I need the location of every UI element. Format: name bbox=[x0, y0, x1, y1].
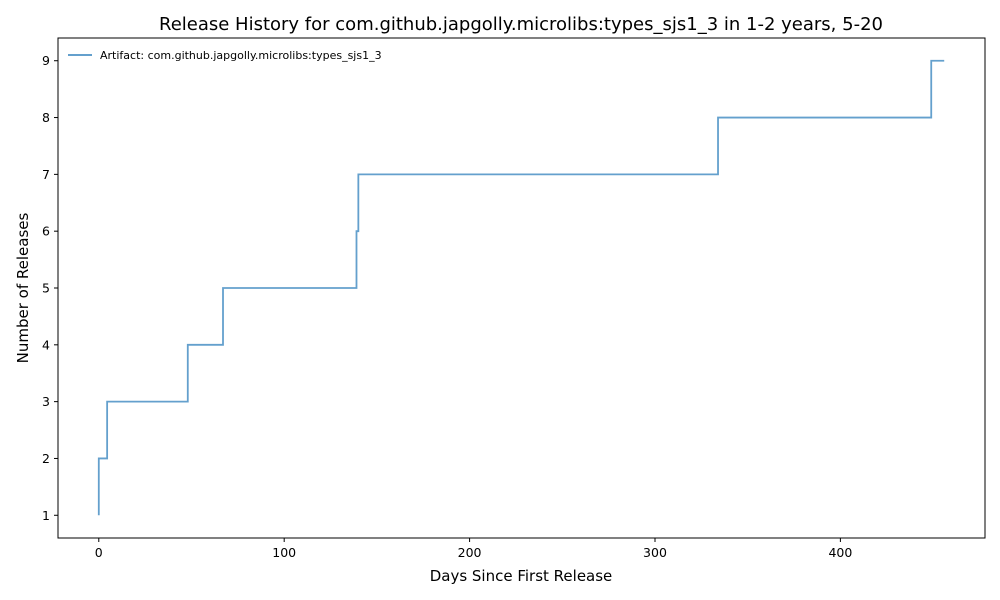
y-tick-label: 2 bbox=[42, 451, 50, 466]
legend-label: Artifact: com.github.japgolly.microlibs:… bbox=[100, 49, 382, 62]
chart-title: Release History for com.github.japgolly.… bbox=[159, 14, 883, 35]
series-line bbox=[97, 59, 945, 516]
y-tick-label: 8 bbox=[42, 110, 50, 125]
plot-border bbox=[57, 37, 986, 539]
x-axis: 0 100 200 300 400 bbox=[95, 538, 852, 560]
y-axis: 1 2 3 4 5 6 7 8 9 bbox=[42, 53, 58, 523]
x-tick-label: 0 bbox=[95, 545, 103, 560]
x-tick-label: 400 bbox=[828, 545, 852, 560]
y-axis-label: Number of Releases bbox=[14, 212, 32, 363]
y-tick-label: 6 bbox=[42, 224, 50, 239]
y-tick-label: 3 bbox=[42, 394, 50, 409]
series-layer bbox=[97, 59, 945, 516]
y-tick-label: 9 bbox=[42, 53, 50, 68]
legend: Artifact: com.github.japgolly.microlibs:… bbox=[68, 49, 382, 62]
plot-area bbox=[57, 37, 986, 539]
x-tick-label: 200 bbox=[458, 545, 482, 560]
x-tick-label: 300 bbox=[643, 545, 667, 560]
y-tick-label: 5 bbox=[42, 281, 50, 296]
x-axis-label: Days Since First Release bbox=[430, 567, 613, 585]
y-tick-label: 1 bbox=[42, 508, 50, 523]
y-tick-label: 7 bbox=[42, 167, 50, 182]
y-tick-label: 4 bbox=[42, 337, 50, 352]
x-tick-label: 100 bbox=[272, 545, 296, 560]
